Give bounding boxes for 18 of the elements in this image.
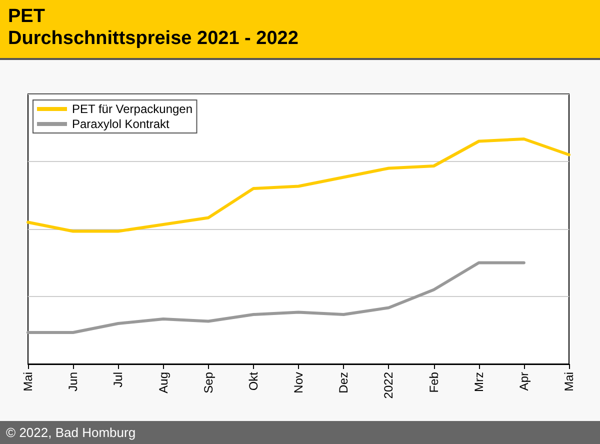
x-tick-label: Mrz [472, 372, 486, 392]
chart-subtitle: Durchschnittspreise 2021 - 2022 [8, 28, 300, 50]
legend-label: PET für Verpackungen [72, 102, 193, 116]
x-tick-label: Jun [66, 372, 80, 392]
x-tick-label: Dez [336, 372, 351, 394]
x-tick-label: Apr [516, 372, 531, 391]
legend-label: Paraxylol Kontrakt [72, 117, 170, 131]
x-tick-label: Mai [562, 372, 576, 392]
x-tick-label: Aug [156, 372, 170, 394]
chart-title: PET [8, 6, 46, 28]
x-tick-label: Nov [292, 372, 306, 394]
text: © 2022, Bad Homburg [0, 421, 600, 444]
x-tick-label: Jul [111, 372, 126, 388]
x-tick-label: Okt [246, 371, 260, 391]
x-tick-label: 2022 [382, 372, 396, 399]
x-tick-label: Feb [426, 372, 441, 393]
x-tick-label: Sep [201, 372, 216, 394]
x-tick-label: Mai [21, 372, 35, 392]
